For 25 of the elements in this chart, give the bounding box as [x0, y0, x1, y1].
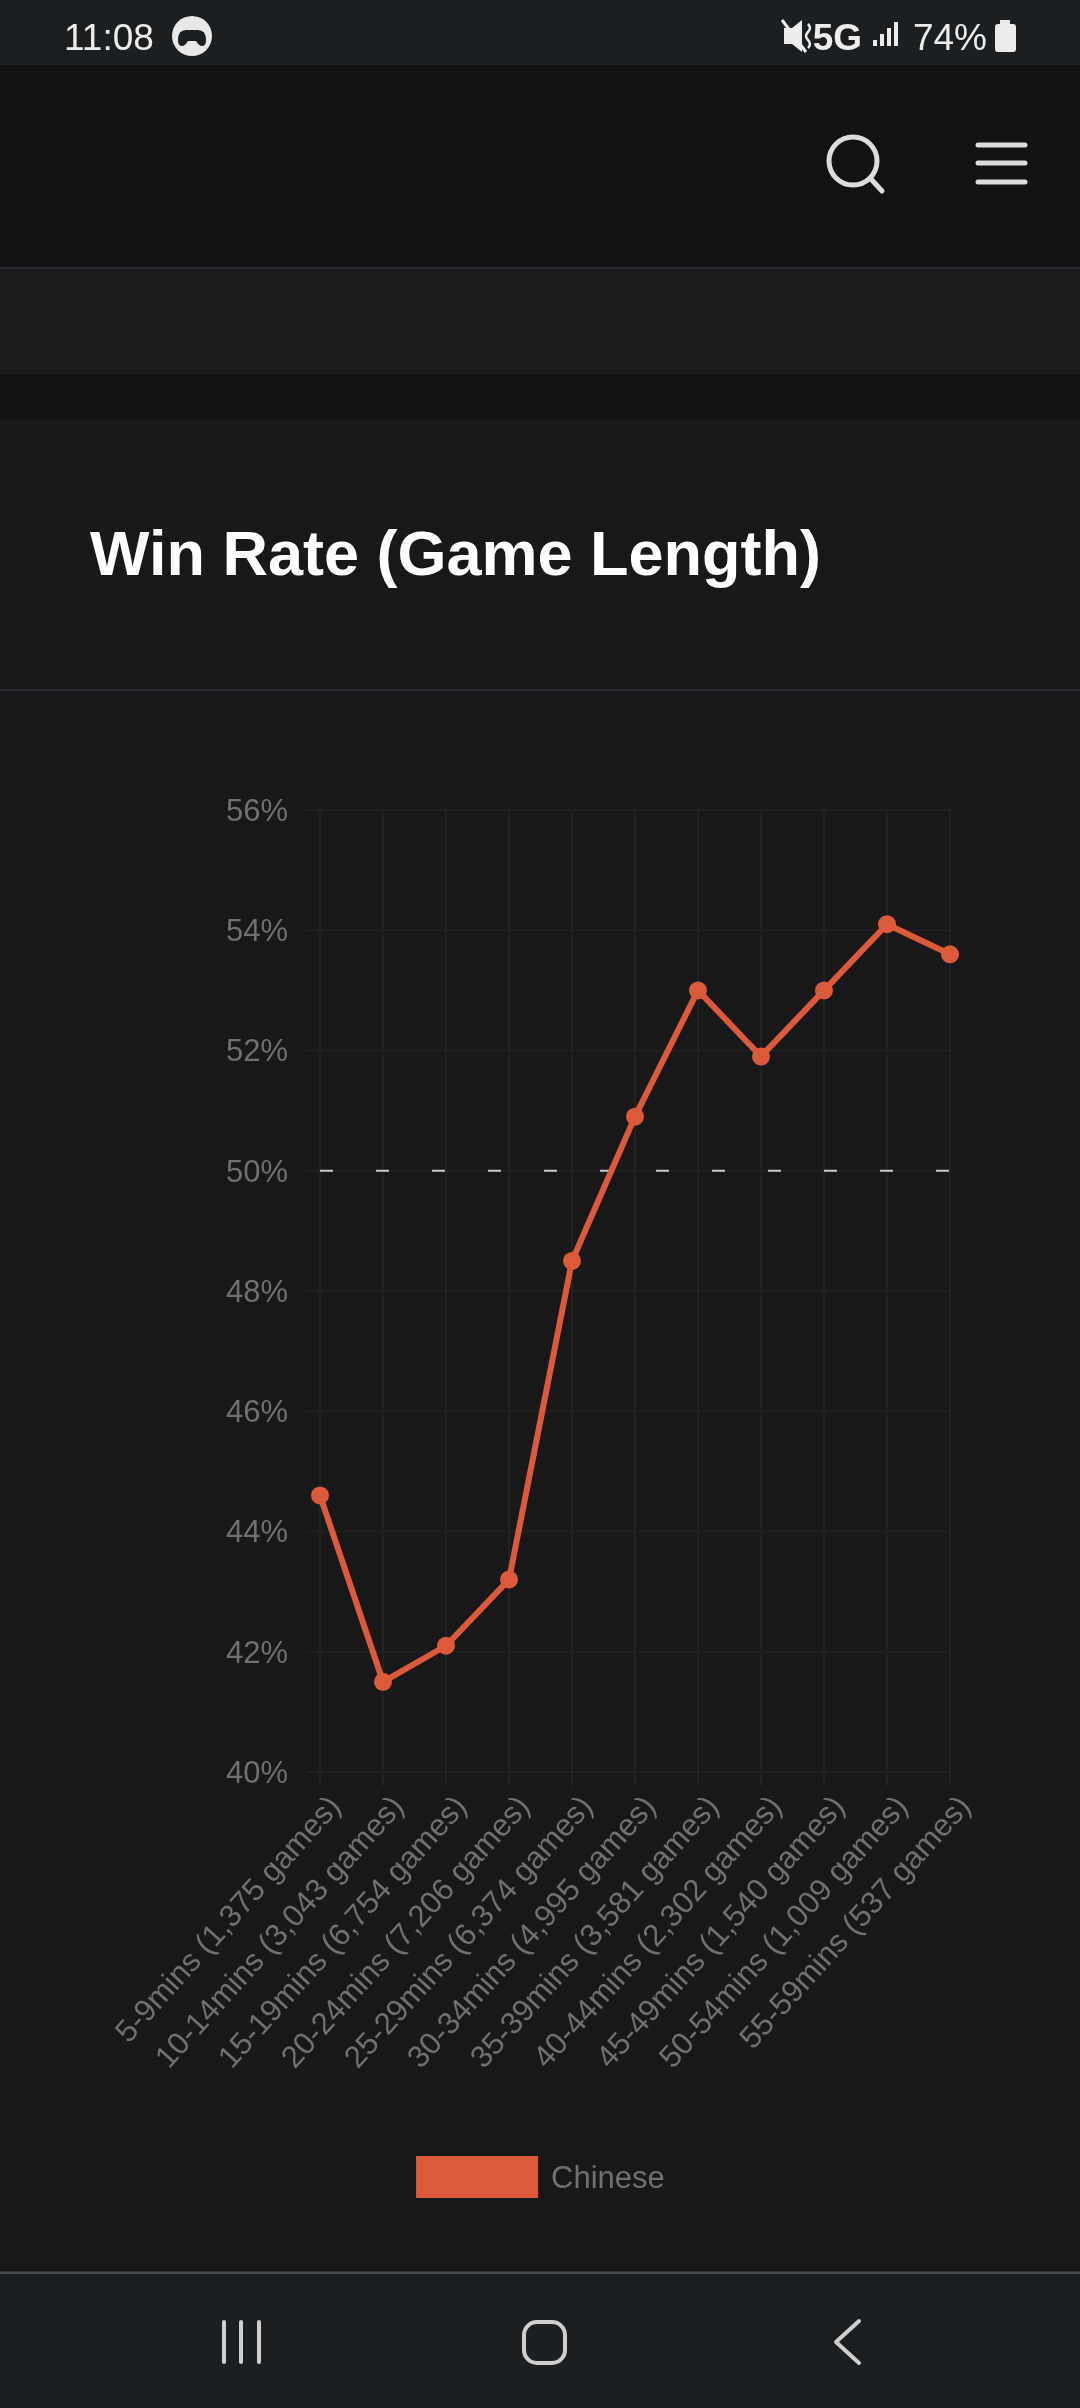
text: 11:08: [64, 17, 154, 58]
y-tick-label: 46%: [225, 1394, 288, 1430]
y-tick-label: 56%: [225, 792, 288, 828]
point: [626, 1107, 644, 1126]
y-tick-label: 50%: [225, 1153, 288, 1189]
point: [878, 915, 896, 934]
y-tick-label: 42%: [225, 1634, 288, 1670]
point: [563, 1251, 581, 1270]
text: 5G: [812, 17, 862, 58]
legend-label: Chinese: [551, 2159, 665, 2195]
point: [941, 945, 959, 964]
y-tick-label: 54%: [225, 913, 288, 949]
point: [752, 1047, 770, 1066]
chart-title: Win Rate (Game Length): [90, 518, 821, 588]
point: [500, 1570, 518, 1589]
y-tick-label: 44%: [225, 1514, 288, 1550]
point: [689, 981, 707, 1000]
point: [437, 1636, 455, 1655]
y-tick-label: 48%: [225, 1273, 288, 1309]
point: [374, 1672, 392, 1691]
point: [311, 1486, 329, 1505]
y-tick-label: 52%: [225, 1033, 288, 1069]
y-tick-label: 40%: [225, 1754, 288, 1790]
point: [815, 981, 833, 1000]
text: 74%: [912, 17, 987, 58]
